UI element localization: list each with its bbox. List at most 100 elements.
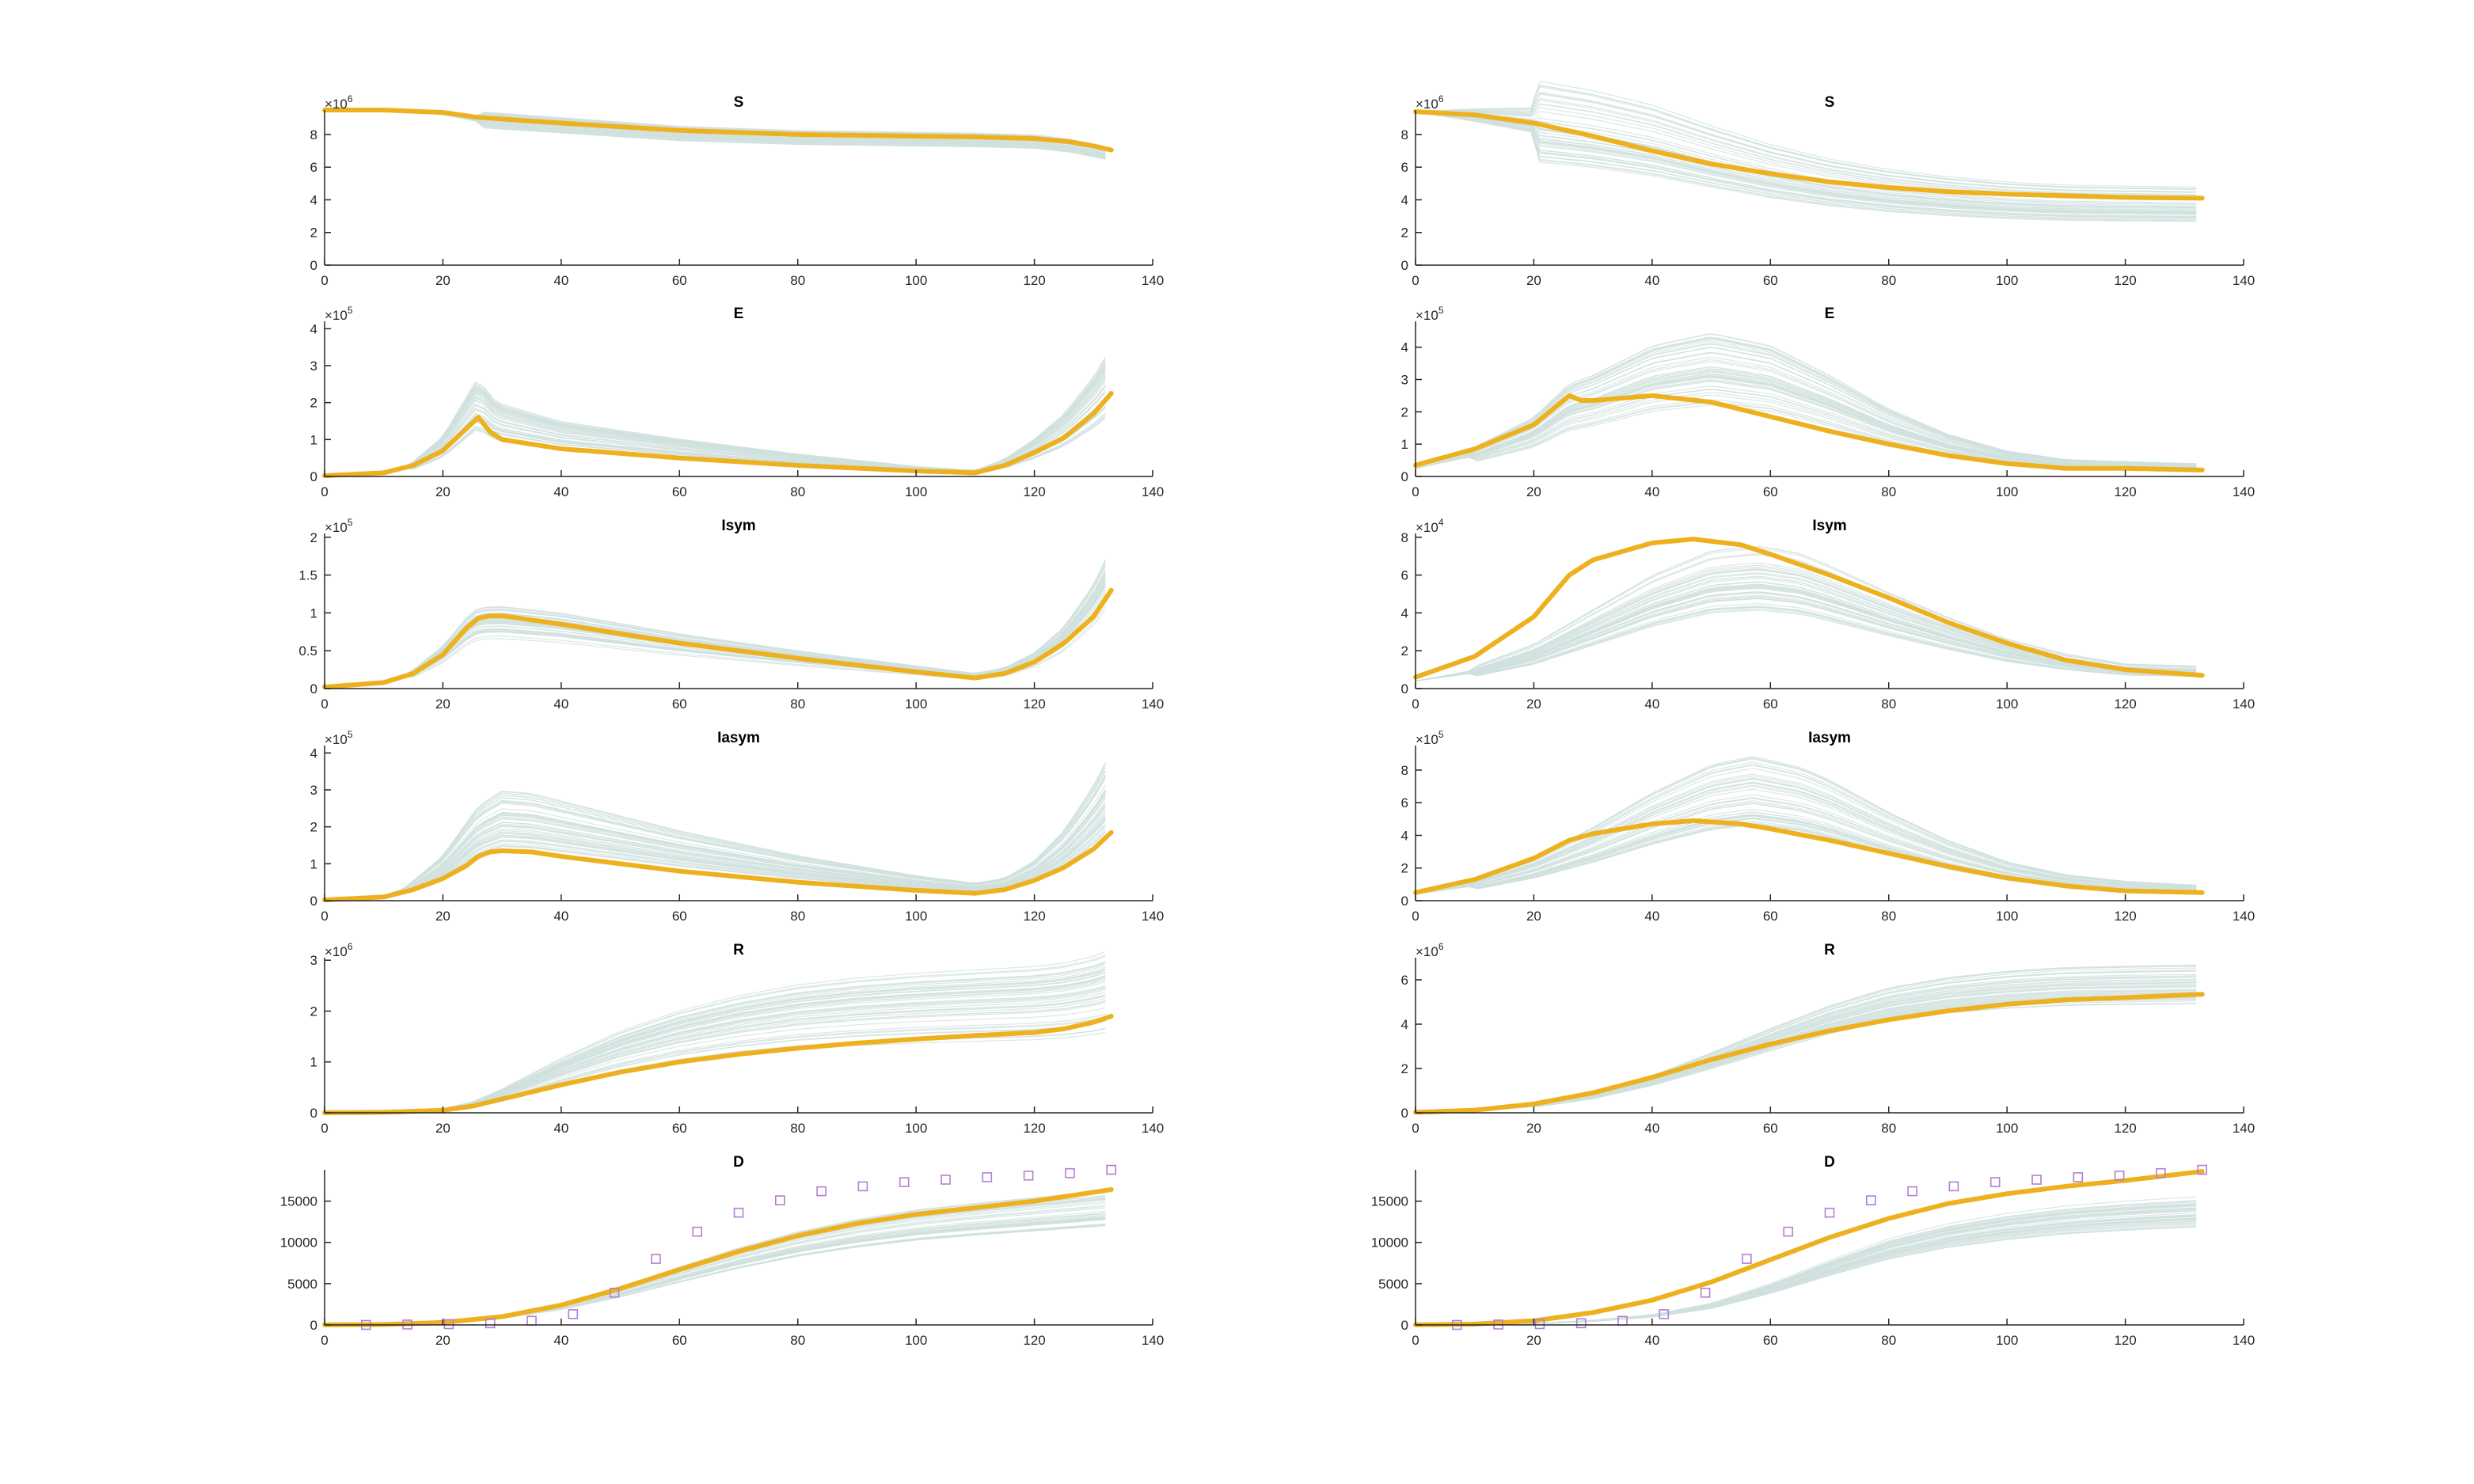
observed-point — [2031, 1175, 2042, 1185]
subplot-title: R — [1824, 942, 1835, 958]
y-tick-label: 2 — [1401, 643, 1408, 659]
x-tick-label: 100 — [905, 909, 927, 924]
mean-line — [1413, 818, 2205, 895]
ensemble-line — [1415, 380, 2197, 469]
observed-point — [485, 1318, 496, 1329]
ensemble-line — [324, 1028, 1106, 1114]
x-tick-label: 20 — [435, 273, 450, 288]
y-tick-label: 2 — [310, 396, 317, 411]
x-tick-label: 80 — [1881, 1121, 1896, 1136]
ensemble-line — [1415, 111, 2197, 218]
x-tick-label: 60 — [1763, 1333, 1778, 1348]
x-tick-label: 80 — [1881, 909, 1896, 924]
mean-line — [1413, 537, 2205, 680]
y-tick-label: 0 — [310, 1106, 317, 1121]
x-tick-label: 120 — [2114, 273, 2136, 288]
ensemble-line — [1415, 111, 2197, 201]
ensemble-line — [324, 790, 1106, 901]
subplot-4: 0 20 40 60 80 100 120 140 0 1 2 3 4 ×105 E — [1401, 305, 2255, 499]
x-tick-label: 140 — [2233, 1333, 2255, 1348]
ensemble-line — [1415, 598, 2197, 681]
subplot-3: 0 20 40 60 80 100 120 140 0 1 2 3 4 ×105 E — [310, 305, 1165, 499]
y-tick-label: 4 — [1401, 828, 1408, 843]
y-tick-label: 3 — [1401, 373, 1408, 388]
x-tick-label: 60 — [672, 909, 687, 924]
ensemble-line — [1415, 1003, 2197, 1114]
ensemble-line — [1415, 361, 2197, 469]
ensemble-line — [1415, 343, 2197, 469]
y-tick-label: 2 — [310, 226, 317, 241]
observed-points — [360, 1164, 1116, 1330]
ensemble-line — [324, 987, 1106, 1114]
ensemble-line — [1415, 983, 2197, 1114]
subplot-title: Iasym — [1808, 730, 1851, 746]
x-tick-label: 60 — [1763, 1121, 1778, 1136]
ensemble-line — [324, 1224, 1106, 1326]
ensemble-lines — [324, 762, 1106, 901]
x-tick-label: 140 — [2233, 909, 2255, 924]
x-tick-label: 60 — [672, 484, 687, 499]
ensemble-line — [324, 570, 1106, 688]
ensemble-line — [1415, 81, 2197, 188]
x-tick-label: 60 — [1763, 273, 1778, 288]
observed-point — [568, 1309, 579, 1319]
observed-point — [526, 1315, 537, 1326]
x-tick-label: 120 — [2114, 696, 2136, 712]
ensemble-line — [324, 560, 1106, 688]
observed-point — [1659, 1309, 1670, 1319]
x-tick-label: 0 — [321, 273, 328, 288]
axis-exponent: ×105 — [325, 305, 353, 323]
x-tick-label: 40 — [1644, 909, 1659, 924]
ensemble-line — [1415, 989, 2197, 1114]
y-tick-label: 1 — [1401, 437, 1408, 452]
subplot-7: 0 20 40 60 80 100 120 140 0 1 2 3 4 ×105 Iasym — [310, 729, 1165, 924]
ensemble-line — [1415, 111, 2197, 211]
ensemble-line — [324, 1219, 1106, 1326]
y-tick-label: 0 — [1401, 1318, 1408, 1333]
y-tick-label: 2 — [1401, 226, 1408, 241]
x-tick-label: 120 — [2114, 909, 2136, 924]
ensemble-line — [1415, 998, 2197, 1114]
x-tick-label: 40 — [1644, 1121, 1659, 1136]
x-tick-label: 80 — [790, 909, 805, 924]
ensemble-line — [324, 767, 1106, 901]
ensemble-line — [1415, 603, 2197, 681]
y-tick-label: 3 — [310, 953, 317, 968]
ensemble-line — [324, 570, 1106, 688]
observed-point — [1023, 1171, 1034, 1181]
ensemble-line — [1415, 995, 2197, 1114]
x-tick-label: 140 — [1142, 909, 1164, 924]
observed-point — [1824, 1207, 1835, 1218]
ensemble-line — [324, 576, 1106, 688]
ensemble-line — [324, 1224, 1106, 1326]
y-tick-label: 4 — [310, 192, 317, 207]
observed-point — [692, 1226, 703, 1237]
ensemble-line — [1416, 1215, 2197, 1326]
x-tick-label: 0 — [1412, 909, 1419, 924]
x-tick-label: 20 — [1526, 696, 1541, 712]
x-tick-label: 60 — [1763, 484, 1778, 499]
ensemble-line — [324, 778, 1106, 901]
ensemble-line — [1415, 1000, 2197, 1114]
y-tick-label: 6 — [310, 160, 317, 175]
y-tick-label: 15000 — [280, 1194, 317, 1209]
x-tick-label: 80 — [790, 273, 805, 288]
x-tick-label: 0 — [321, 1333, 328, 1348]
ensemble-line — [1415, 338, 2197, 469]
ensemble-line — [1415, 389, 2197, 469]
x-tick-label: 40 — [553, 696, 568, 712]
ensemble-line — [324, 796, 1106, 901]
ensemble-line — [1415, 111, 2197, 215]
x-tick-label: 20 — [435, 909, 450, 924]
x-tick-label: 40 — [553, 1121, 568, 1136]
y-tick-label: 4 — [310, 746, 317, 761]
x-tick-label: 80 — [790, 484, 805, 499]
observed-point — [2114, 1171, 2125, 1181]
x-tick-label: 140 — [1142, 273, 1164, 288]
subplot-title: Isym — [721, 518, 755, 534]
ensemble-line — [324, 570, 1106, 688]
mean-line — [1413, 109, 2205, 201]
x-tick-label: 80 — [1881, 484, 1896, 499]
x-tick-label: 140 — [1142, 1121, 1164, 1136]
x-tick-label: 0 — [1412, 1333, 1419, 1348]
